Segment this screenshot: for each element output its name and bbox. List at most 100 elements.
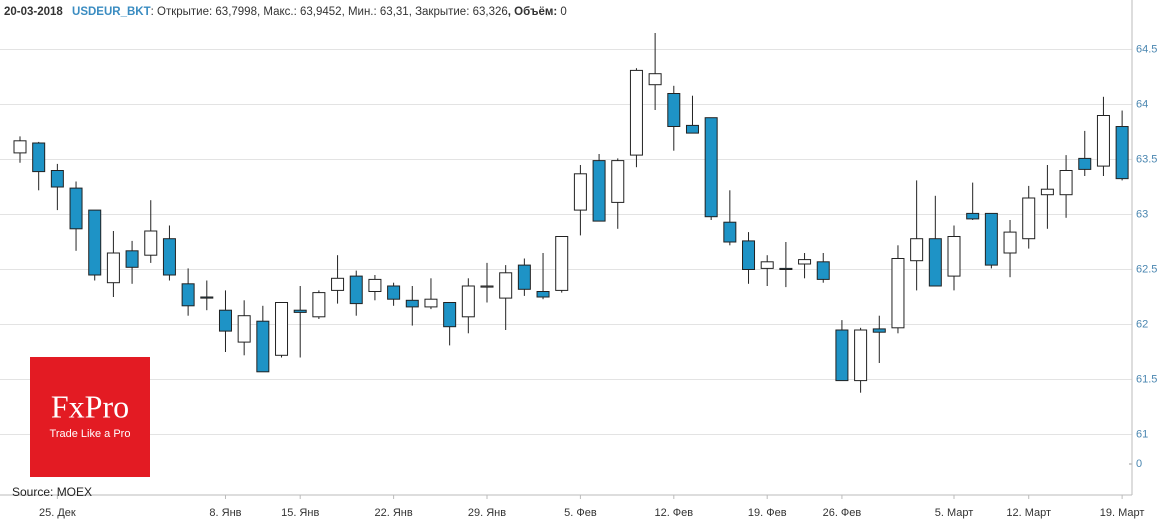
header-field-value: 63,7998	[215, 6, 257, 18]
candle-body	[573, 173, 587, 211]
x-tick-label: 8. Янв	[209, 507, 241, 519]
x-tick-label: 12. Фев	[654, 507, 693, 519]
candle-body	[742, 240, 756, 270]
candle-body	[592, 160, 606, 222]
candle-body	[405, 299, 419, 308]
x-tick-label: 12. Март	[1006, 507, 1051, 519]
y-tick-label: 62	[1136, 318, 1148, 330]
candle-body	[461, 285, 475, 318]
candle-body	[1115, 126, 1129, 180]
header-field-value: 63,326	[473, 6, 508, 18]
candle-body	[555, 236, 569, 291]
candle-body	[106, 252, 120, 284]
candle-body	[517, 264, 531, 290]
candle-body	[723, 221, 737, 243]
x-tick-label: 26. Фев	[823, 507, 862, 519]
header-field-label: , Мин.:	[342, 6, 380, 18]
y-tick-label: 63	[1136, 208, 1148, 220]
candle-body	[835, 329, 849, 382]
x-tick-label: 19. Фев	[748, 507, 787, 519]
candle-body	[910, 238, 924, 262]
candle-body	[368, 278, 382, 292]
candle-body	[162, 238, 176, 276]
header-symbol: USDEUR_BKT	[72, 6, 151, 18]
volume-tick-label: 0	[1136, 458, 1142, 470]
y-tick-label: 62.5	[1136, 263, 1157, 275]
logo-slogan: Trade Like a Pro	[50, 428, 131, 440]
candle-body	[200, 296, 214, 299]
x-tick-label: 5. Март	[935, 507, 974, 519]
candle-body	[88, 209, 102, 276]
candle-body	[984, 212, 998, 266]
candle-body	[872, 328, 886, 333]
header-field-label: : Открытие:	[151, 6, 216, 18]
header-field-value: 63,31	[380, 6, 409, 18]
candle-body	[760, 261, 774, 269]
candle-body	[69, 187, 83, 230]
y-tick-label: 64.5	[1136, 43, 1157, 55]
y-tick-label: 61	[1136, 428, 1148, 440]
candle-body	[928, 238, 942, 287]
x-tick-label: 29. Янв	[468, 507, 506, 519]
x-tick-label: 22. Янв	[374, 507, 412, 519]
candle-body	[237, 315, 251, 343]
candle-body	[331, 277, 345, 291]
candle-body	[1003, 231, 1017, 254]
source: Source: MOEX	[12, 485, 92, 499]
candle-body	[798, 259, 812, 265]
candle-body	[1040, 188, 1054, 196]
candle-body	[685, 124, 699, 134]
candle-body	[13, 140, 27, 154]
header-fields: : Открытие: 63,7998, Макс.: 63,9452, Мин…	[151, 6, 567, 18]
header-field-label: , Макс.:	[257, 6, 300, 18]
logo-name: FxPro	[51, 388, 129, 424]
candle-body	[293, 309, 307, 313]
candle-body	[1078, 157, 1092, 170]
x-tick-label: 25. Дек	[39, 507, 76, 519]
candle-body	[704, 117, 718, 218]
candle-body	[256, 320, 270, 373]
header-field-label: , Закрытие:	[409, 6, 473, 18]
plot: 61 61.5 62 62.5 63 63.5 64 64.5 0 25. Дек 8. Янв 15…	[0, 0, 1157, 519]
candle-body	[947, 236, 961, 277]
logo-box	[30, 357, 150, 477]
candle-body	[218, 309, 232, 332]
candle-body	[1059, 170, 1073, 196]
candle-body	[424, 298, 438, 308]
candle-body	[1022, 197, 1036, 240]
candle-body	[275, 302, 289, 356]
candle-body	[611, 160, 625, 203]
candle-body	[1096, 115, 1110, 167]
candle-body	[536, 291, 550, 298]
y-tick-label: 61.5	[1136, 373, 1157, 385]
candle-body	[349, 275, 363, 305]
candle-body	[312, 292, 326, 318]
x-tick-label: 19. Март	[1100, 507, 1145, 519]
candle-body	[499, 272, 513, 299]
candle-body	[32, 142, 46, 173]
x-tick-label: 15. Янв	[281, 507, 319, 519]
candle-body	[387, 285, 401, 300]
candle-body	[891, 258, 905, 329]
candle-body	[125, 250, 139, 268]
candle-body	[966, 212, 980, 220]
header: 20-03-2018 USDEUR_BKT: Открытие: 63,7998…	[4, 6, 567, 18]
candle-body	[854, 329, 868, 382]
y-tick-label: 64	[1136, 98, 1148, 110]
candle-body	[629, 69, 643, 156]
x-tick-label: 5. Фев	[564, 507, 597, 519]
header-field-label: , Объём:	[508, 6, 561, 18]
candle-body	[816, 261, 830, 280]
header-date: 20-03-2018	[4, 6, 63, 18]
y-tick-label: 63.5	[1136, 153, 1157, 165]
candle-body	[648, 73, 662, 86]
candle-body	[443, 302, 457, 328]
candle-body	[480, 285, 494, 288]
header-field-value: 63,9452	[300, 6, 342, 18]
candle-body	[50, 170, 64, 188]
candle-body	[181, 283, 195, 307]
candle-body	[144, 230, 158, 256]
header-field-value: 0	[560, 6, 566, 18]
candle-body	[667, 93, 681, 127]
